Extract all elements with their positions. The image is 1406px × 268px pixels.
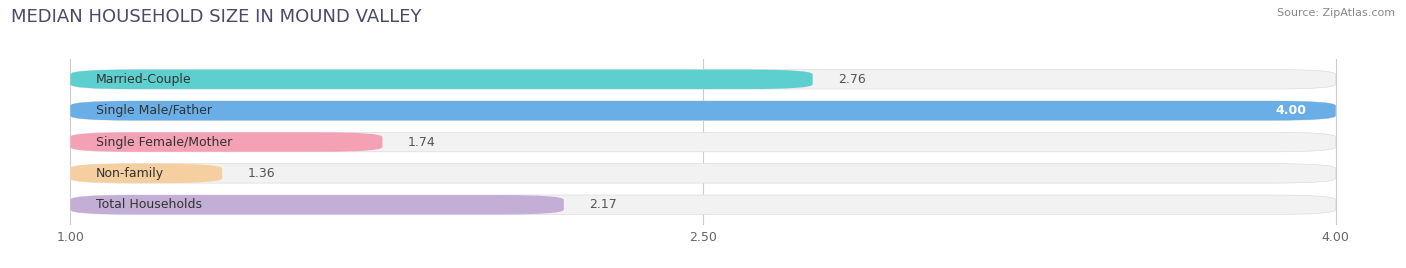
FancyBboxPatch shape [70,101,1336,120]
FancyBboxPatch shape [70,164,1336,183]
FancyBboxPatch shape [70,195,564,214]
FancyBboxPatch shape [70,70,1336,89]
Text: Single Male/Father: Single Male/Father [96,104,212,117]
Text: Married-Couple: Married-Couple [96,73,191,86]
FancyBboxPatch shape [70,132,382,152]
FancyBboxPatch shape [70,70,813,89]
FancyBboxPatch shape [70,195,1336,214]
Text: 2.17: 2.17 [589,198,617,211]
Text: Source: ZipAtlas.com: Source: ZipAtlas.com [1277,8,1395,18]
Text: Single Female/Mother: Single Female/Mother [96,136,232,148]
Text: 2.76: 2.76 [838,73,866,86]
Text: 1.36: 1.36 [247,167,276,180]
Text: 4.00: 4.00 [1275,104,1306,117]
Text: Non-family: Non-family [96,167,163,180]
FancyBboxPatch shape [70,101,1336,120]
FancyBboxPatch shape [70,164,222,183]
Text: 1.74: 1.74 [408,136,436,148]
FancyBboxPatch shape [70,132,1336,152]
Text: Total Households: Total Households [96,198,201,211]
Text: MEDIAN HOUSEHOLD SIZE IN MOUND VALLEY: MEDIAN HOUSEHOLD SIZE IN MOUND VALLEY [11,8,422,26]
